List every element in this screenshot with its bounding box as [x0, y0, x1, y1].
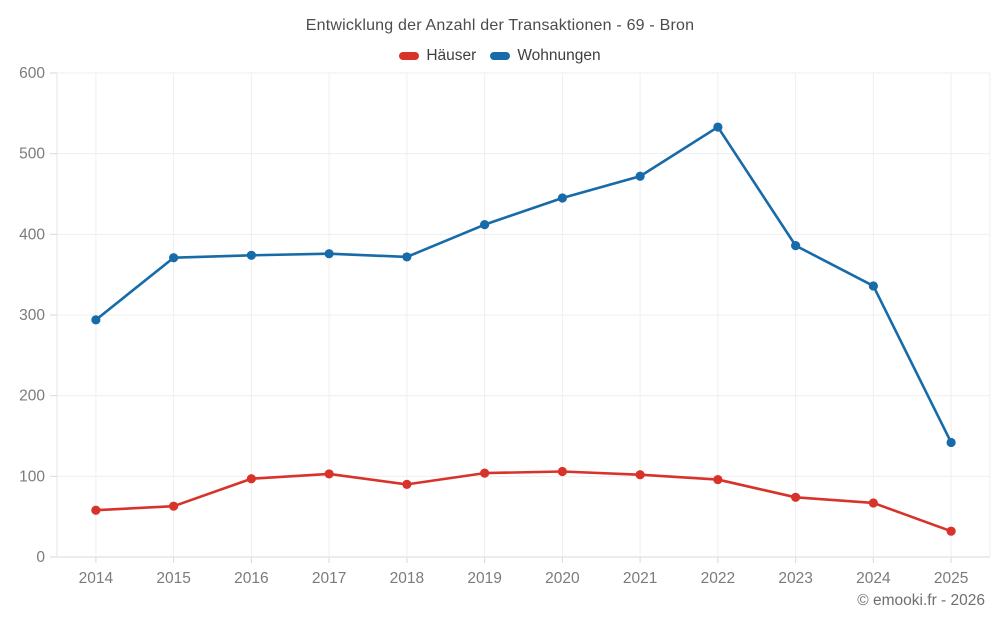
data-point-wohnungen-2016[interactable]	[246, 250, 256, 260]
data-point-wohnungen-2020[interactable]	[557, 193, 567, 203]
data-point-wohnungen-2025[interactable]	[946, 437, 956, 448]
data-point-wohnungen-2019[interactable]	[480, 220, 490, 230]
legend-label-wohnungen: Wohnungen	[517, 47, 601, 64]
data-point-wohnungen-2018[interactable]	[402, 252, 412, 262]
data-point-häuser-2018[interactable]	[402, 479, 412, 489]
data-point-wohnungen-2022[interactable]	[713, 122, 723, 132]
x-tick-label: 2024	[856, 570, 891, 587]
data-point-häuser-2023[interactable]	[791, 492, 801, 502]
series-line-häuser	[94, 470, 953, 533]
x-tick-label: 2021	[623, 570, 657, 587]
data-point-wohnungen-2014[interactable]	[91, 315, 101, 325]
data-point-häuser-2015[interactable]	[169, 501, 179, 511]
data-point-häuser-2016[interactable]	[246, 474, 256, 484]
x-tick-label: 2016	[234, 570, 268, 587]
data-point-wohnungen-2024[interactable]	[868, 281, 878, 291]
x-tick-label: 2023	[778, 570, 812, 587]
data-point-häuser-2025[interactable]	[946, 526, 956, 536]
x-tick-label: 2019	[467, 570, 501, 587]
x-tick-label: 2020	[545, 570, 580, 587]
x-tick-label: 2017	[312, 570, 346, 587]
y-tick-label: 0	[36, 549, 45, 566]
wohnungen-swatch-icon	[490, 52, 511, 60]
data-point-wohnungen-2017[interactable]	[324, 249, 334, 259]
x-tick-label: 2015	[156, 570, 190, 587]
copyright-text: © emooki.fr - 2026	[857, 592, 985, 609]
data-point-wohnungen-2023[interactable]	[791, 241, 801, 251]
y-tick-label: 500	[19, 146, 45, 163]
data-point-häuser-2014[interactable]	[91, 505, 101, 515]
x-tick-label: 2018	[390, 570, 424, 587]
series-line-wohnungen	[94, 125, 953, 444]
haeuser-swatch-icon	[399, 52, 420, 60]
y-tick-label: 100	[19, 468, 45, 485]
legend-item-wohnungen[interactable]: Wohnungen	[490, 47, 601, 65]
data-point-häuser-2022[interactable]	[713, 474, 723, 485]
data-point-wohnungen-2015[interactable]	[169, 253, 179, 263]
data-point-häuser-2020[interactable]	[557, 466, 567, 477]
data-point-häuser-2021[interactable]	[635, 470, 645, 480]
y-tick-label: 200	[19, 388, 45, 405]
data-point-häuser-2019[interactable]	[480, 468, 490, 478]
y-tick-label: 300	[19, 307, 45, 324]
x-tick-label: 2014	[79, 570, 114, 587]
y-tick-label: 400	[19, 226, 45, 243]
data-point-häuser-2017[interactable]	[324, 469, 334, 479]
data-point-häuser-2024[interactable]	[868, 498, 878, 508]
x-tick-label: 2025	[934, 570, 968, 587]
data-point-wohnungen-2021[interactable]	[635, 171, 645, 181]
chart-legend: Häuser Wohnungen	[0, 47, 1000, 65]
chart-title: Entwicklung der Anzahl der Transaktionen…	[305, 17, 695, 34]
legend-item-haeuser[interactable]: Häuser	[399, 47, 476, 65]
x-tick-label: 2022	[701, 570, 735, 587]
y-tick-label: 600	[19, 65, 45, 82]
legend-label-haeuser: Häuser	[426, 47, 477, 64]
